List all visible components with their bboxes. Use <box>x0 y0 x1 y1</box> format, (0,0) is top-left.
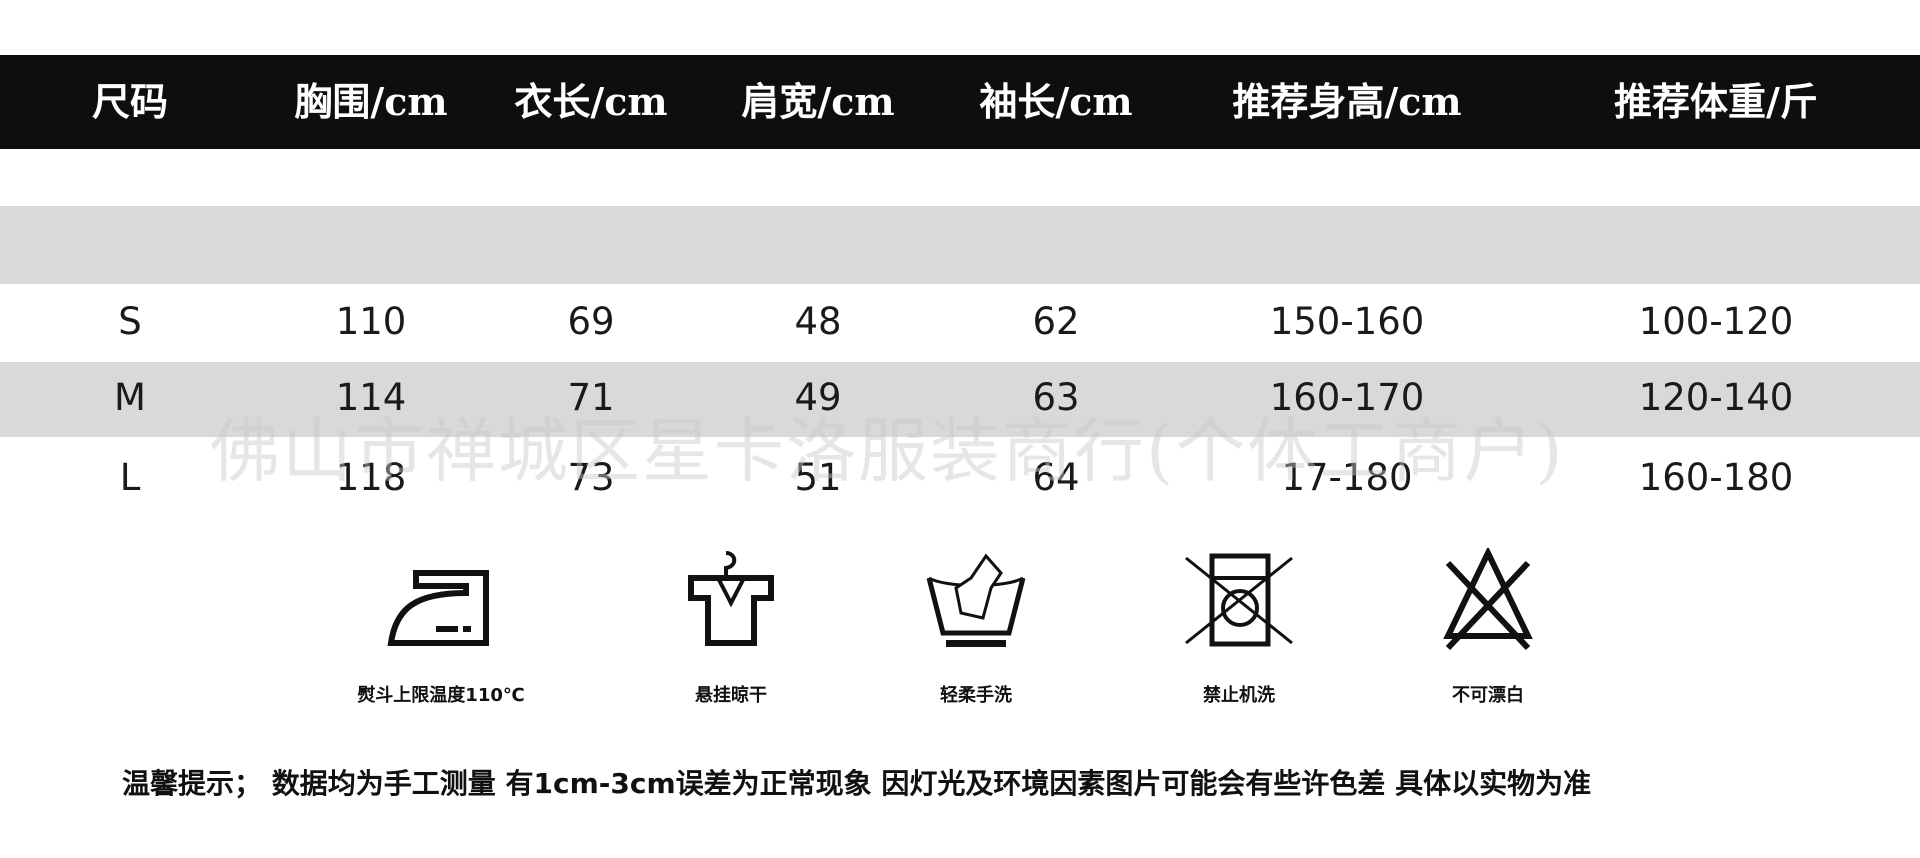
table-cell: S <box>118 300 142 343</box>
care-label: 悬挂晾干 <box>695 685 767 706</box>
table-cell: 49 <box>794 376 842 419</box>
table-cell: 71 <box>567 376 615 419</box>
table-cell: 110 <box>335 300 407 343</box>
header-sleeve: 袖长/cm <box>979 79 1133 124</box>
table-cell: 100-120 <box>1638 300 1794 343</box>
table-cell: 150-160 <box>1269 300 1425 343</box>
table-cell: L <box>119 456 141 499</box>
table-header: 尺码 胸围/cm 衣长/cm 肩宽/cm 袖长/cm 推荐身高/cm 推荐体重/… <box>0 55 1920 149</box>
tip-note: 温馨提示； 数据均为手工测量 有1cm-3cm误差为正常现象 因灯光及环境因素图… <box>122 767 1592 800</box>
header-size: 尺码 <box>91 79 169 124</box>
care-label: 不可漂白 <box>1452 685 1524 706</box>
care-label: 禁止机洗 <box>1203 685 1275 706</box>
row-highlight <box>0 362 1920 437</box>
no-bleach-icon <box>1443 548 1533 651</box>
header-weight: 推荐体重/斤 <box>1614 79 1818 124</box>
table-cell: 114 <box>335 376 407 419</box>
table-cell: 160-170 <box>1269 376 1425 419</box>
care-handwash: 轻柔手洗 <box>876 548 1076 707</box>
table-cell: 73 <box>567 456 615 499</box>
table-row: M 114 71 49 63 160-170 120-140 <box>0 368 1920 428</box>
header-height: 推荐身高/cm <box>1232 79 1462 124</box>
no-machine-wash-icon <box>1185 553 1293 647</box>
hand-wash-icon <box>926 553 1026 647</box>
header-shoulder: 肩宽/cm <box>741 79 895 124</box>
table-cell: 69 <box>567 300 615 343</box>
table-cell: M <box>114 376 146 419</box>
table-cell: 120-140 <box>1638 376 1794 419</box>
table-cell: 160-180 <box>1638 456 1794 499</box>
table-cell: 64 <box>1032 456 1080 499</box>
gray-band <box>0 206 1920 284</box>
table-row: L 118 73 51 64 17-180 160-180 <box>0 448 1920 508</box>
care-no-machine: 禁止机洗 <box>1139 548 1339 707</box>
care-no-bleach: 不可漂白 <box>1388 548 1588 707</box>
table-cell: 62 <box>1032 300 1080 343</box>
hang-dry-icon <box>688 551 774 646</box>
table-cell: 118 <box>335 456 407 499</box>
care-label: 熨斗上限温度110℃ <box>357 685 525 706</box>
table-cell: 17-180 <box>1281 456 1413 499</box>
care-label: 轻柔手洗 <box>940 685 1012 706</box>
table-cell: 48 <box>794 300 842 343</box>
table-row: S 110 69 48 62 150-160 100-120 <box>0 292 1920 352</box>
table-cell: 63 <box>1032 376 1080 419</box>
header-chest: 胸围/cm <box>294 79 448 124</box>
iron-icon <box>387 570 489 646</box>
table-cell: 51 <box>794 456 842 499</box>
watermark: 佛山市禅城区星卡洛服装商行(个体工商户) <box>210 410 1565 492</box>
care-iron: 熨斗上限温度110℃ <box>341 548 541 707</box>
header-length: 衣长/cm <box>514 79 668 124</box>
care-hang: 悬挂晾干 <box>631 548 831 707</box>
